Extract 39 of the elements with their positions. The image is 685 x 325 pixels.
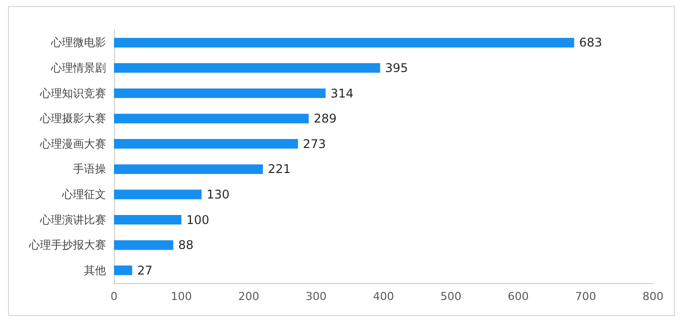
- bar: [114, 164, 263, 174]
- data-label: 395: [385, 60, 408, 75]
- bar: [114, 63, 380, 73]
- data-label: 273: [302, 136, 326, 151]
- bar: [114, 38, 574, 48]
- x-tick-label: 700: [575, 290, 596, 303]
- data-label: 221: [268, 162, 291, 176]
- y-tick-label: 心理演讲比赛: [39, 213, 106, 226]
- bar: [114, 88, 326, 98]
- y-tick-label: 手语操: [73, 162, 106, 176]
- bar: [114, 214, 182, 225]
- bar: [114, 114, 309, 124]
- data-label: 289: [314, 112, 337, 126]
- x-tick-label: 0: [110, 290, 118, 303]
- x-tick-label: 800: [642, 290, 664, 303]
- x-tick-label: 400: [373, 290, 394, 303]
- y-tick-label: 心理摄影大赛: [39, 112, 106, 126]
- data-label: 88: [178, 238, 194, 252]
- y-tick-label: 心理征文: [61, 188, 106, 201]
- x-tick-label: 500: [440, 290, 462, 303]
- x-tick-label: 200: [238, 290, 260, 303]
- data-label: 130: [206, 187, 230, 202]
- y-tick-label: 其他: [84, 264, 106, 277]
- bar: [114, 240, 174, 250]
- x-tick-label: 300: [306, 290, 327, 303]
- x-tick-label: 600: [508, 290, 529, 303]
- y-tick-label: 心理知识竞赛: [39, 86, 106, 100]
- data-label: 27: [137, 263, 152, 278]
- y-tick-label: 心理情景剧: [50, 61, 106, 74]
- bar: [114, 266, 132, 276]
- y-tick-label: 心理微电影: [50, 36, 106, 50]
- data-label: 314: [330, 86, 354, 100]
- y-tick-label: 心理漫画大赛: [39, 137, 106, 150]
- x-tick-label: 100: [170, 290, 192, 303]
- y-tick-label: 心理手抄报大赛: [28, 238, 106, 252]
- bar: [114, 190, 202, 200]
- data-label: 100: [186, 212, 210, 227]
- data-label: 683: [579, 36, 602, 50]
- bar: [114, 139, 298, 149]
